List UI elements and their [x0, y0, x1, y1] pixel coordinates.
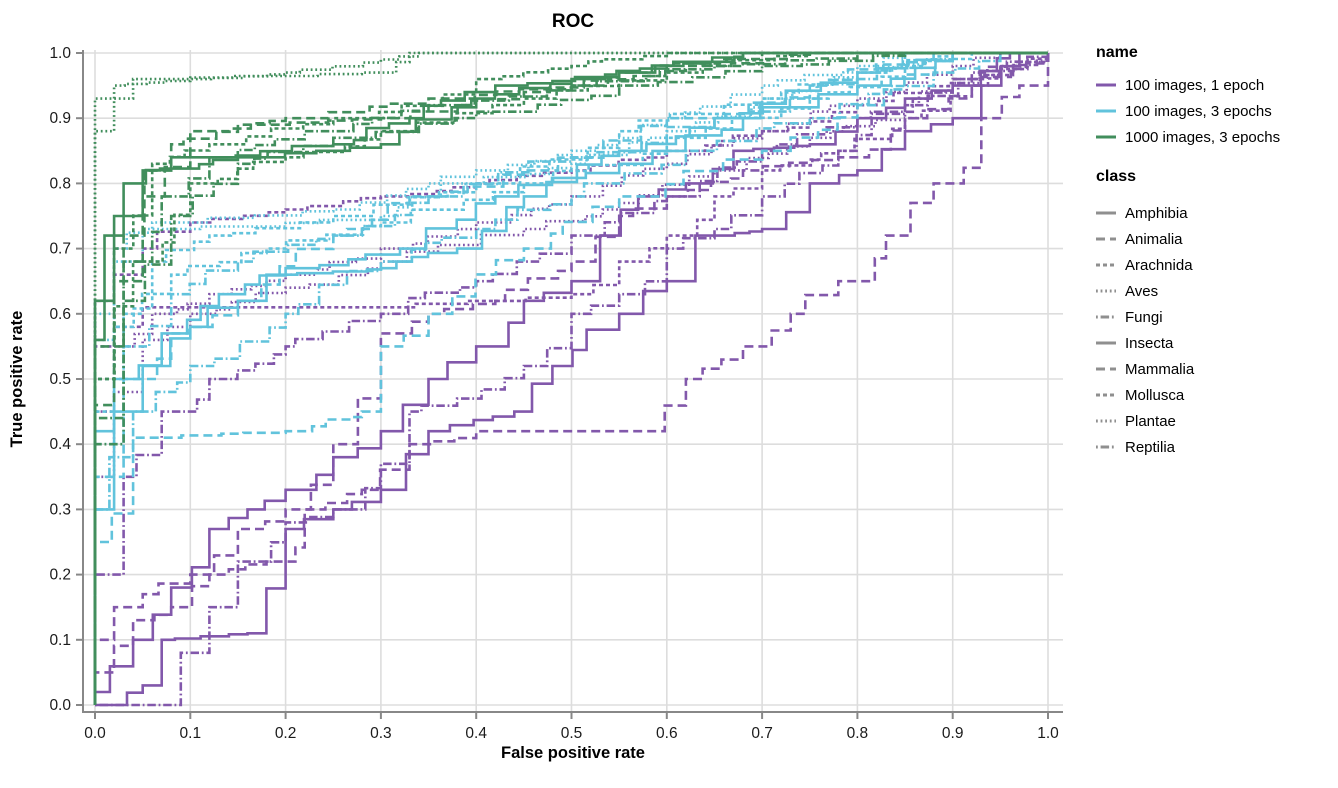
legend-swatch-line-icon: [1096, 393, 1116, 397]
legend-item-label: Mammalia: [1125, 360, 1195, 378]
x-tick-label: 0.7: [751, 725, 773, 742]
roc-curve-100-images-3-epochs-reptilia: [93, 51, 1048, 705]
legend-item-plantae: Plantae: [1096, 408, 1280, 434]
legend-item-label: Aves: [1125, 282, 1159, 300]
legend-item-100-images-3-epochs: 100 images, 3 epochs: [1096, 98, 1280, 124]
roc-curve-100-images-1-epoch-insecta: [93, 51, 1048, 705]
legend-swatch-line-icon: [1096, 341, 1116, 345]
roc-curve-100-images-1-epoch-amphibia: [95, 51, 1048, 707]
roc-curve-100-images-3-epochs-arachnida: [93, 51, 1048, 705]
legend: name 100 images, 1 epoch 100 images, 3 ep…: [1096, 44, 1280, 460]
legend-swatch-line-icon: [1096, 315, 1116, 319]
legend-item-reptilia: Reptilia: [1096, 434, 1280, 460]
legend-item-label: Insecta: [1125, 334, 1174, 352]
x-axis-title: False positive rate: [501, 744, 645, 762]
legend-swatch-line-icon: [1096, 419, 1116, 423]
legend-class-title: class: [1096, 168, 1137, 185]
roc-curve-1000-images-3-epochs-aves: [93, 51, 1048, 705]
legend-name-title: name: [1096, 44, 1138, 61]
x-tick-label: 0.1: [180, 725, 202, 742]
legend-item-label: Animalia: [1125, 230, 1183, 248]
y-tick-label: 0.6: [49, 306, 71, 323]
y-tick-label: 0.8: [49, 175, 71, 192]
legend-swatch-line-icon: [1096, 83, 1116, 87]
roc-curve-100-images-3-epochs-insecta: [93, 51, 1048, 705]
roc-curve-100-images-3-epochs-mammalia: [93, 51, 1048, 705]
roc-curve-100-images-1-epoch-fungi: [95, 53, 1050, 707]
legend-swatch-line-icon: [1096, 237, 1116, 241]
legend-item-mollusca: Mollusca: [1096, 382, 1280, 408]
y-tick-label: 0.1: [49, 632, 71, 649]
roc-curve-1000-images-3-epochs-arachnida: [93, 51, 1048, 705]
roc-curve-100-images-3-epochs-amphibia: [93, 51, 1048, 705]
legend-item-animalia: Animalia: [1096, 226, 1280, 252]
legend-item-insecta: Insecta: [1096, 330, 1280, 356]
gridlines: [83, 50, 1063, 712]
legend-item-label: Fungi: [1125, 308, 1163, 326]
legend-item-label: Amphibia: [1125, 204, 1188, 222]
x-tick-label: 0.8: [847, 725, 869, 742]
legend-swatch-line-icon: [1096, 289, 1116, 293]
legend-item-aves: Aves: [1096, 278, 1280, 304]
y-tick-label: 0.9: [49, 110, 71, 127]
legend-swatch-line-icon: [1096, 211, 1116, 215]
legend-item-label: Arachnida: [1125, 256, 1193, 274]
x-tick-label: 0.2: [275, 725, 297, 742]
legend-item-arachnida: Arachnida: [1096, 252, 1280, 278]
legend-class-items: Amphibia Animalia Arachnida Aves Fungi Insect…: [1096, 200, 1280, 460]
y-tick-label: 0.2: [49, 567, 71, 584]
legend-item-label: 1000 images, 3 epochs: [1125, 128, 1281, 146]
x-tick-label: 1.0: [1037, 725, 1059, 742]
y-tick-label: 0.0: [49, 697, 71, 714]
y-tick-label: 0.5: [49, 371, 71, 388]
roc-curve-1000-images-3-epochs-mammalia: [93, 51, 1048, 705]
legend-item-mammalia: Mammalia: [1096, 356, 1280, 382]
y-tick-label: 0.3: [49, 501, 71, 518]
y-tick-label: 1.0: [49, 45, 71, 62]
legend-item-label: Mollusca: [1125, 386, 1185, 404]
legend-item-amphibia: Amphibia: [1096, 200, 1280, 226]
y-axis-title: True positive rate: [8, 311, 26, 448]
legend-swatch-line-icon: [1096, 367, 1116, 371]
legend-item-100-images-1-epoch: 100 images, 1 epoch: [1096, 72, 1280, 98]
roc-curve-100-images-1-epoch-mammalia: [93, 53, 1050, 705]
x-tick-label: 0.0: [84, 725, 106, 742]
legend-swatch-line-icon: [1096, 109, 1116, 113]
legend-swatch-line-icon: [1096, 445, 1116, 449]
legend-name-items: 100 images, 1 epoch 100 images, 3 epochs 1…: [1096, 72, 1280, 150]
x-tick-label: 0.9: [942, 725, 964, 742]
roc-curve-1000-images-3-epochs-reptilia: [93, 51, 1048, 705]
x-tick-label: 0.3: [370, 725, 392, 742]
roc-curve-100-images-3-epochs-aves: [93, 51, 1048, 705]
y-tick-label: 0.4: [49, 436, 71, 453]
legend-item-1000-images-3-epochs: 1000 images, 3 epochs: [1096, 124, 1280, 150]
roc-curve-100-images-3-epochs-fungi: [93, 51, 1048, 705]
legend-item-label: 100 images, 1 epoch: [1125, 76, 1265, 94]
roc-curve-1000-images-3-epochs-mollusca: [93, 51, 1048, 705]
roc-curve-100-images-3-epochs-mollusca: [93, 51, 1048, 705]
roc-curves: [93, 51, 1050, 707]
legend-item-label: Reptilia: [1125, 438, 1176, 456]
roc-curve-1000-images-3-epochs-plantae: [93, 51, 1048, 705]
roc-curve-100-images-1-epoch-reptilia: [93, 53, 1050, 705]
x-tick-label: 0.5: [561, 725, 583, 742]
axes: 0.0 0.1 0.2 0.3 0.4 0.5 0.6 0.7 0.8 0.9 1.0 0.0 0.1 0…: [49, 45, 1063, 742]
axis-domain: [82, 50, 1063, 713]
y-tick-label: 0.7: [49, 241, 71, 258]
legend-swatch-line-icon: [1096, 135, 1116, 139]
legend-item-fungi: Fungi: [1096, 304, 1280, 330]
roc-curve-100-images-1-epoch-animalia: [93, 53, 1050, 705]
chart-title: ROC: [552, 11, 595, 32]
roc-curve-100-images-1-epoch-plantae: [93, 53, 1050, 705]
x-tick-label: 0.4: [465, 725, 487, 742]
x-tick-label: 0.6: [656, 725, 678, 742]
legend-item-label: 100 images, 3 epochs: [1125, 102, 1272, 120]
legend-item-label: Plantae: [1125, 412, 1176, 430]
legend-swatch-line-icon: [1096, 263, 1116, 267]
roc-curve-100-images-3-epochs-plantae: [93, 51, 1048, 705]
